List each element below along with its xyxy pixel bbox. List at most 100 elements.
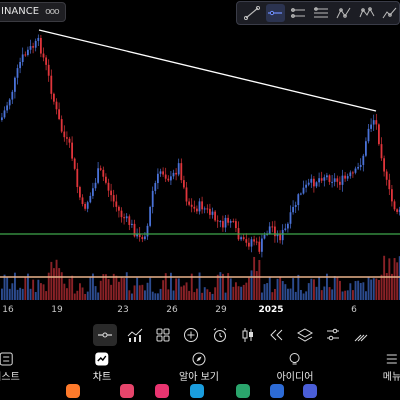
volume-bar <box>19 287 22 300</box>
alert-clock-icon[interactable] <box>211 326 229 344</box>
layout-grid-icon[interactable] <box>154 326 172 344</box>
volume-bar <box>133 285 136 300</box>
volume-bar <box>237 286 240 300</box>
volume-bar <box>266 283 269 300</box>
candle-type-icon[interactable] <box>239 326 257 344</box>
crosshair-line-icon[interactable] <box>93 324 117 346</box>
app-grid-icon[interactable] <box>236 384 250 398</box>
x-axis-label: 16 <box>2 305 14 315</box>
volume-bar <box>53 268 55 300</box>
candle <box>3 110 6 118</box>
candle <box>123 217 125 219</box>
candle <box>219 221 222 223</box>
candle <box>157 173 159 184</box>
candle <box>385 171 388 180</box>
candle <box>76 168 79 188</box>
candle <box>365 141 367 156</box>
volume-bar <box>271 292 274 300</box>
candle <box>375 120 378 125</box>
app-book-icon[interactable] <box>303 384 317 398</box>
volume-bar <box>229 278 232 300</box>
idea-icon <box>290 353 300 365</box>
rewind-icon[interactable] <box>267 326 285 344</box>
candle <box>146 225 149 237</box>
candle <box>45 57 47 65</box>
pattern-icon[interactable] <box>357 4 376 22</box>
x-axis-label: 2025 <box>258 305 284 315</box>
trend-line-icon[interactable] <box>243 4 262 22</box>
price-chart[interactable] <box>0 0 400 318</box>
zigzag-icon[interactable] <box>334 4 353 22</box>
volume-bar <box>81 287 84 300</box>
volume-bar <box>362 282 365 300</box>
x-axis-label: 29 <box>215 305 227 315</box>
candle <box>229 221 232 223</box>
trend-line[interactable] <box>38 29 377 112</box>
nav-item-menu[interactable]: 메뉴 <box>383 352 400 383</box>
candle <box>79 187 81 198</box>
volume-bar <box>27 273 29 300</box>
volume-bar <box>162 280 165 300</box>
candle <box>222 221 224 228</box>
nav-item-chart[interactable]: 차트 <box>93 352 111 383</box>
volume-bar <box>84 293 87 300</box>
volume-bar <box>141 284 144 300</box>
volume-bar <box>68 278 71 300</box>
volume-bar <box>50 261 53 300</box>
multi-lines-icon[interactable] <box>312 4 331 22</box>
candle <box>315 182 318 187</box>
volume-bar <box>354 281 357 300</box>
volume-bar <box>14 272 16 300</box>
volume-bar <box>263 284 266 300</box>
volume-bar <box>313 279 315 300</box>
nav-item-list[interactable]: 리스트 <box>0 352 20 383</box>
volume-bar <box>136 277 139 300</box>
trend-zigzag-icon[interactable] <box>380 4 399 22</box>
nav-item-explore[interactable]: 알아 보기 <box>179 352 219 383</box>
candle <box>97 168 99 183</box>
layers-icon[interactable] <box>296 326 314 344</box>
candle <box>29 46 32 50</box>
candle <box>40 37 42 54</box>
nav-label-explore: 알아 보기 <box>179 372 219 383</box>
app-chat-icon[interactable] <box>190 384 204 398</box>
add-icon[interactable] <box>182 326 200 344</box>
candle <box>367 128 370 142</box>
volume-bar <box>102 274 105 300</box>
settings-sliders-icon[interactable] <box>324 326 342 344</box>
app-gallery-icon[interactable] <box>120 384 134 398</box>
nav-item-ideas[interactable]: 아이디어 <box>277 352 313 383</box>
candle <box>300 193 302 195</box>
volume-bar <box>276 278 279 300</box>
candle <box>339 181 341 185</box>
volume-bar <box>198 272 201 300</box>
candle <box>53 93 55 102</box>
candle <box>331 181 333 183</box>
horizontal-ray-icon[interactable] <box>265 4 285 22</box>
candle <box>284 228 287 230</box>
app-browser-icon[interactable] <box>270 384 284 398</box>
candle <box>37 37 40 41</box>
more-dots-icon[interactable]: ooo <box>45 7 59 17</box>
indicators-icon[interactable] <box>126 326 144 344</box>
candle <box>250 239 253 247</box>
symbol-badge[interactable]: INANCE ooo <box>0 2 66 22</box>
volume-bar <box>175 278 178 300</box>
parallel-channel-icon[interactable] <box>289 4 308 22</box>
candle <box>177 163 180 175</box>
object-tree-icon[interactable] <box>352 326 370 344</box>
candle <box>8 99 11 106</box>
candle <box>188 201 190 205</box>
volume-bar <box>8 288 11 300</box>
app-phone-icon[interactable] <box>66 384 80 398</box>
candle <box>102 169 105 177</box>
candle <box>248 242 250 247</box>
app-flower-icon[interactable] <box>155 384 169 398</box>
candle <box>170 176 172 181</box>
volume-bar <box>107 279 110 300</box>
volume-bar <box>398 256 400 300</box>
candle <box>89 195 92 203</box>
candle <box>27 49 29 55</box>
volume-bar <box>34 292 37 300</box>
volume-bar <box>164 273 167 300</box>
